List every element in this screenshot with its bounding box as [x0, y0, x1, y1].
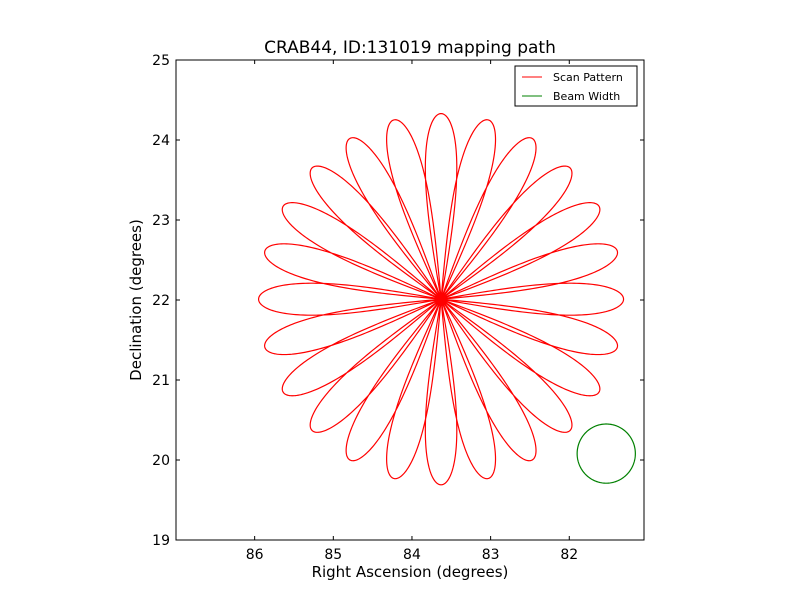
legend-frame — [514, 65, 638, 107]
y-tick-label: 21 — [152, 373, 170, 389]
legend: Scan Pattern Beam Width — [514, 65, 638, 107]
x-tick-label: 83 — [482, 547, 500, 563]
y-tick-label: 24 — [152, 133, 170, 149]
y-tick-label: 19 — [152, 533, 170, 549]
scan-pattern-line — [257, 112, 625, 486]
legend-label-scan-pattern: Scan Pattern — [553, 71, 623, 84]
x-tick-label: 82 — [560, 547, 578, 563]
x-tick-label: 85 — [324, 547, 342, 563]
y-tick-label: 23 — [152, 213, 170, 229]
y-tick-label: 20 — [152, 453, 170, 469]
x-axis-ticks: 86 85 84 83 82 — [246, 60, 578, 563]
x-tick-label: 86 — [246, 547, 264, 563]
chart-title: CRAB44, ID:131019 mapping path — [264, 38, 556, 58]
y-tick-label: 25 — [152, 53, 170, 69]
legend-label-beam-width: Beam Width — [553, 90, 620, 103]
series-layer — [257, 112, 636, 486]
y-axis-ticks: 19 20 21 22 23 24 25 — [152, 53, 644, 549]
beam-width-circle — [576, 423, 636, 484]
x-axis-label: Right Ascension (degrees) — [312, 563, 509, 581]
x-tick-label: 84 — [403, 547, 421, 563]
y-tick-label: 22 — [152, 293, 170, 309]
y-axis-label: Declination (degrees) — [127, 219, 145, 381]
